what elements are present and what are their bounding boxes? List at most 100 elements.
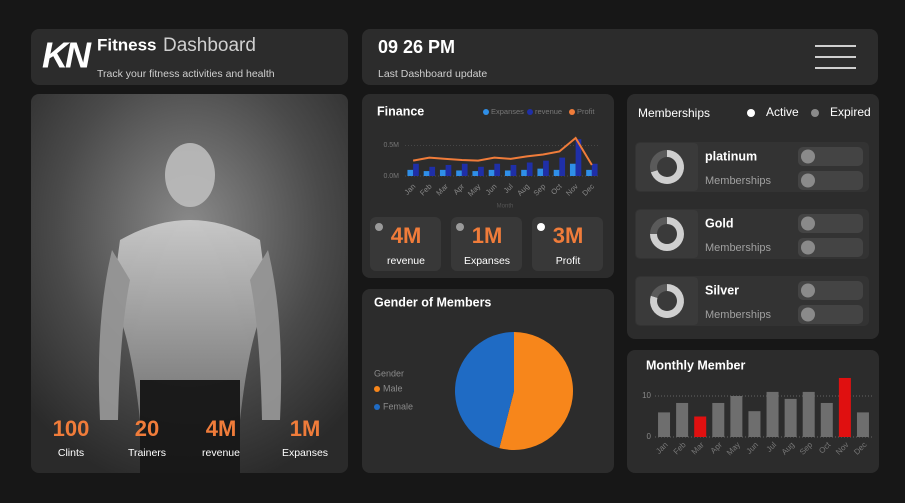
finance-bar bbox=[591, 163, 598, 176]
membership-caption: Memberships bbox=[705, 175, 772, 187]
legend-label: Profit bbox=[577, 107, 595, 116]
monthly-bar bbox=[784, 398, 797, 437]
finance-bar bbox=[429, 166, 436, 176]
toggle-knob bbox=[801, 240, 815, 255]
toggle-switch[interactable] bbox=[798, 305, 863, 324]
membership-name: Silver bbox=[705, 283, 739, 297]
menu-button[interactable] bbox=[815, 45, 856, 69]
finance-bar bbox=[537, 168, 544, 176]
kpi-label: Expanses bbox=[464, 255, 510, 267]
toggle-knob bbox=[801, 173, 815, 188]
kpi-label: Profit bbox=[556, 255, 581, 267]
monthly-bar bbox=[694, 416, 707, 437]
finance-bar bbox=[461, 163, 468, 176]
clock-time: 09 26 PM bbox=[378, 37, 455, 57]
hero-stat-value: 1M bbox=[290, 416, 321, 441]
y-tick-label: 0.5M bbox=[383, 142, 399, 149]
hero-stat-label: Expanses bbox=[282, 447, 328, 459]
hero-stat-value: 100 bbox=[53, 416, 90, 441]
monthly-bar bbox=[748, 411, 761, 437]
legend-label: Expanses bbox=[491, 107, 524, 116]
pie-slice bbox=[499, 332, 573, 450]
finance-bar bbox=[445, 164, 452, 176]
kpi-value: 3M bbox=[553, 223, 584, 248]
legend-label: Female bbox=[383, 401, 413, 411]
membership-caption: Memberships bbox=[705, 242, 772, 254]
donut-segment bbox=[650, 217, 667, 234]
gender-legend-title: Gender bbox=[374, 368, 404, 378]
hero-stat-label: Trainers bbox=[128, 447, 166, 459]
finance-bar bbox=[504, 170, 511, 176]
monthly-bar bbox=[856, 412, 869, 437]
pie-slice bbox=[455, 332, 514, 449]
legend-swatch bbox=[569, 109, 575, 115]
hero-stat-label: Clints bbox=[58, 447, 84, 459]
membership-donut-bg bbox=[636, 277, 698, 325]
toggle-switch[interactable] bbox=[798, 171, 863, 190]
y-tick-label: 10 bbox=[642, 391, 651, 400]
logo: KN bbox=[42, 35, 92, 76]
finance-line bbox=[412, 136, 593, 166]
app-title-accent: Dashboard bbox=[163, 35, 256, 56]
membership-name: Gold bbox=[705, 216, 733, 230]
legend-label: Expired bbox=[830, 105, 871, 119]
kpi-value: 1M bbox=[472, 223, 503, 248]
monthly-bar bbox=[766, 391, 779, 437]
kpi-card bbox=[451, 217, 522, 271]
gender-title: Gender of Members bbox=[374, 295, 491, 309]
membership-caption: Memberships bbox=[705, 309, 772, 321]
legend-swatch bbox=[374, 386, 380, 392]
legend-label: Active bbox=[766, 105, 799, 119]
donut-segment bbox=[650, 150, 667, 173]
finance-bar bbox=[526, 162, 533, 176]
kpi-indicator bbox=[456, 223, 464, 231]
finance-bar bbox=[472, 171, 479, 176]
monthly-bar bbox=[802, 391, 815, 437]
membership-donut-bg bbox=[636, 210, 698, 258]
kpi-value: 4M bbox=[391, 223, 422, 248]
legend-swatch bbox=[527, 109, 533, 115]
kpi-card bbox=[370, 217, 441, 271]
finance-bar bbox=[494, 163, 501, 176]
finance-bar bbox=[575, 139, 582, 176]
toggle-switch[interactable] bbox=[798, 214, 863, 233]
finance-bar bbox=[559, 157, 566, 176]
y-tick-label: 0.0M bbox=[383, 173, 399, 180]
finance-bar bbox=[510, 164, 517, 176]
legend-swatch bbox=[811, 109, 819, 117]
finance-x-label: Month bbox=[497, 204, 514, 210]
monthly-bar bbox=[730, 396, 743, 437]
header-panel bbox=[31, 29, 348, 85]
finance-bar bbox=[488, 169, 495, 176]
finance-bar bbox=[439, 169, 446, 176]
legend-swatch bbox=[483, 109, 489, 115]
athlete-image bbox=[98, 143, 282, 473]
finance-bar bbox=[543, 160, 549, 176]
toggle-switch[interactable] bbox=[798, 238, 863, 257]
toggle-switch[interactable] bbox=[798, 281, 863, 300]
app-title: Fitness bbox=[97, 35, 157, 54]
toggle-knob bbox=[801, 307, 815, 322]
finance-bar bbox=[569, 163, 576, 176]
finance-bar bbox=[521, 169, 527, 176]
memberships-title: Memberships bbox=[638, 106, 710, 120]
toggle-switch[interactable] bbox=[798, 147, 863, 166]
hero-stat-value: 20 bbox=[135, 416, 159, 441]
clock-panel bbox=[362, 29, 878, 85]
monthly-bar bbox=[658, 412, 671, 437]
kpi-label: revenue bbox=[387, 255, 425, 267]
toggle-knob bbox=[801, 216, 815, 231]
hero-stat-label: revenue bbox=[202, 447, 240, 459]
hero-stat-value: 4M bbox=[206, 416, 237, 441]
legend-label: revenue bbox=[535, 107, 562, 116]
monthly-bar bbox=[820, 402, 833, 437]
legend-label: Male bbox=[383, 383, 403, 393]
finance-bar bbox=[413, 163, 419, 176]
donut-segment bbox=[650, 217, 684, 251]
monthly-title: Monthly Member bbox=[646, 358, 745, 372]
finance-bar bbox=[407, 169, 414, 176]
donut-segment bbox=[650, 284, 684, 318]
kpi-card bbox=[532, 217, 603, 271]
finance-bar bbox=[586, 169, 592, 176]
